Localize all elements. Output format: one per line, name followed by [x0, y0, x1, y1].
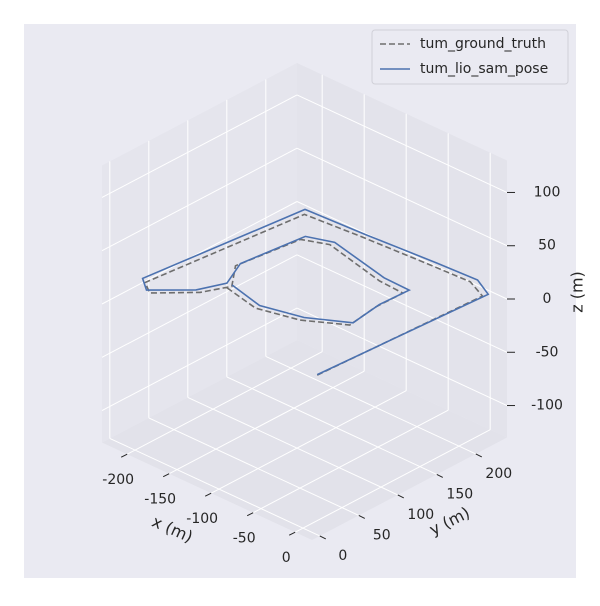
tick-mark	[120, 453, 128, 458]
legend-label: tum_ground_truth	[420, 36, 546, 52]
x-tick-label: -100	[186, 511, 218, 527]
tick-mark	[162, 473, 170, 478]
tick-mark	[397, 494, 405, 499]
x-tick-label: -200	[102, 472, 134, 488]
tick-mark	[319, 535, 327, 540]
tick-mark	[288, 531, 296, 536]
grid-line	[101, 201, 298, 305]
tick-mark	[204, 492, 212, 497]
y-tick-label: 50	[373, 527, 391, 543]
grid-line	[296, 94, 508, 193]
y-tick-label: 100	[407, 507, 434, 523]
grid-line	[168, 370, 365, 475]
y-tick-label: 150	[446, 486, 473, 502]
grid-line	[101, 254, 298, 358]
grid-line	[226, 376, 438, 475]
x-tick-label: 0	[282, 550, 291, 566]
x-tick-label: -50	[233, 531, 256, 547]
grid-line	[252, 409, 449, 514]
tick-mark	[436, 473, 444, 478]
grid-line	[294, 429, 491, 533]
trajectory-line	[141, 208, 490, 376]
z-tick-label: 0	[543, 291, 552, 307]
z-tick-label: -50	[536, 344, 559, 360]
grid-line	[101, 147, 298, 252]
grid-line	[148, 417, 360, 516]
z-axis-label: z (m)	[568, 271, 587, 313]
legend-box	[371, 29, 569, 85]
z-tick-label: 100	[534, 184, 561, 200]
grid-line	[265, 355, 477, 455]
z-tick-label: -100	[531, 398, 563, 414]
grid-line	[296, 307, 508, 406]
grid-line	[126, 351, 323, 455]
floor-pane	[102, 340, 507, 540]
x-tick-label: -150	[144, 492, 176, 508]
tick-mark	[358, 514, 366, 519]
y-tick-label: 0	[338, 548, 347, 564]
grid-line	[109, 437, 321, 537]
tick-mark	[475, 453, 483, 458]
z-tick-label: 50	[538, 238, 556, 254]
tick-mark	[246, 512, 254, 517]
grid-line	[101, 94, 298, 198]
grid-line	[296, 147, 508, 247]
grid-line	[101, 307, 298, 411]
grid-line	[210, 390, 407, 494]
grid-line	[296, 254, 508, 353]
legend-label: tum_lio_sam_pose	[420, 61, 548, 77]
grid-line	[187, 396, 399, 496]
y-tick-label: 200	[485, 466, 512, 482]
